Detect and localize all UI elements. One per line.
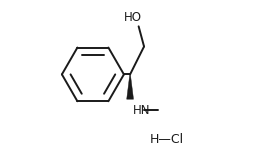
Polygon shape xyxy=(127,74,134,99)
Text: HN: HN xyxy=(132,104,150,117)
Text: H—Cl: H—Cl xyxy=(150,133,184,146)
Text: HO: HO xyxy=(123,11,141,24)
